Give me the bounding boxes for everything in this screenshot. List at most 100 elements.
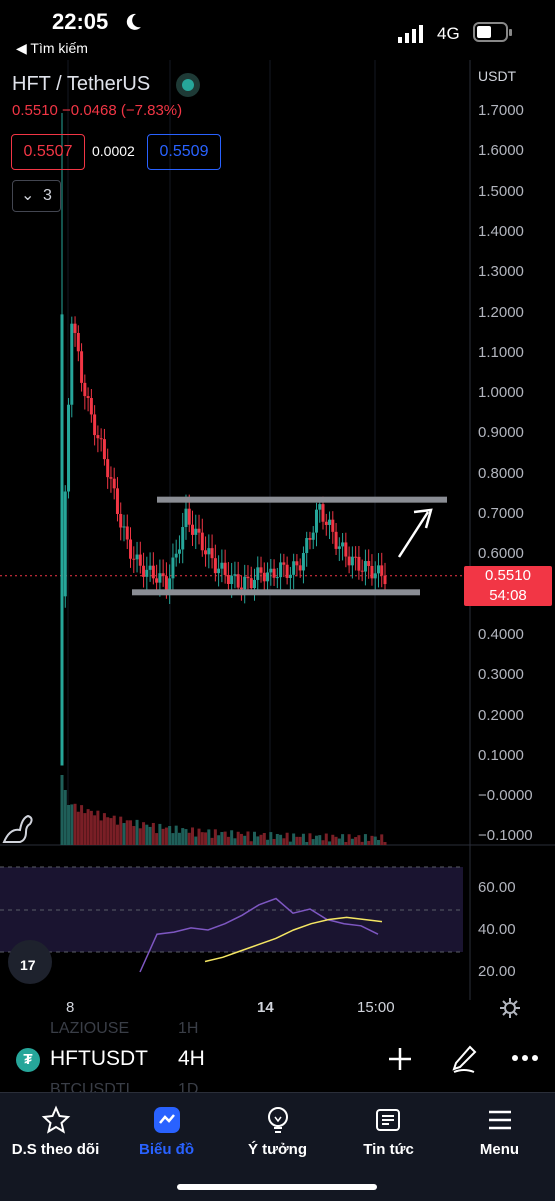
volume-bar: [272, 839, 276, 845]
candle-body: [83, 382, 87, 397]
volume-bar: [331, 834, 335, 845]
nav-watchlist[interactable]: D.S theo dõi: [0, 1093, 111, 1158]
candle-countdown: 54:08: [489, 587, 527, 604]
rsi-ma-line: [204, 916, 383, 963]
back-search-link[interactable]: ◀ Tìm kiếm: [16, 40, 88, 56]
indicator-toggle-button[interactable]: ⌄ 3: [12, 180, 61, 212]
candle-body: [308, 538, 312, 540]
volume-bar: [151, 822, 155, 845]
lightbulb-icon: [267, 1107, 288, 1133]
symbol-title[interactable]: HFT / TetherUS: [12, 73, 151, 95]
drawing-brush-icon[interactable]: [450, 1044, 478, 1074]
candle-body: [73, 323, 77, 333]
candle-body: [337, 546, 341, 549]
volume-bar: [207, 829, 211, 845]
volume-bar: [125, 820, 129, 845]
candle-body: [80, 351, 84, 383]
volume-bar: [135, 819, 139, 845]
volume-bar: [220, 832, 224, 845]
candle-body: [210, 548, 214, 559]
candle-body: [122, 526, 126, 528]
news-icon: [375, 1109, 400, 1131]
candle-body: [266, 572, 270, 582]
candle-body: [301, 553, 305, 571]
rsi-tick: 40.00: [478, 921, 516, 938]
buy-price-button[interactable]: 0.5509: [147, 134, 221, 170]
tradingview-logo-icon[interactable]: 17: [8, 940, 52, 984]
candle-body: [99, 438, 103, 440]
candle-body: [135, 554, 139, 560]
volume-bar: [288, 841, 292, 845]
sell-price-button[interactable]: 0.5507: [11, 134, 85, 170]
candle-body: [354, 556, 358, 558]
volume-bar: [213, 829, 217, 845]
nav-menu[interactable]: Menu: [444, 1093, 555, 1158]
volume-bar: [233, 838, 237, 845]
price-chart[interactable]: [0, 60, 555, 1020]
candle-body: [243, 576, 247, 590]
candle-body: [360, 570, 364, 572]
volume-bar: [230, 830, 234, 845]
nav-chart[interactable]: Biểu đồ: [111, 1093, 222, 1158]
volume-bar: [328, 841, 332, 845]
candle-body: [298, 565, 302, 571]
volume-bar: [324, 833, 328, 845]
currency-label[interactable]: USDT: [478, 68, 517, 84]
price-tick: 1.5000: [478, 182, 524, 200]
volume-bar: [347, 834, 351, 845]
settings-gear-icon[interactable]: [498, 996, 522, 1020]
candle-body: [262, 572, 266, 582]
volume-bar: [184, 829, 188, 845]
volume-bar: [350, 838, 354, 845]
candle-body: [246, 576, 250, 579]
candle-body: [213, 558, 217, 574]
volume-bar: [148, 826, 152, 845]
volume-bar: [383, 842, 387, 845]
candle-body: [380, 565, 384, 576]
price-tick: 0.9000: [478, 424, 524, 442]
candle-body: [148, 565, 152, 570]
volume-bar: [367, 840, 371, 845]
nav-label: Ý tưởng: [247, 1141, 308, 1158]
status-bar: 22:05 ◀ Tìm kiếm 4G: [0, 0, 555, 60]
volume-bar: [341, 834, 345, 845]
volume-bar: [279, 834, 283, 845]
nav-ideas[interactable]: Ý tưởng: [222, 1093, 333, 1158]
dinosaur-icon[interactable]: [0, 808, 36, 844]
volume-bar: [89, 810, 93, 845]
ghost-symbol: LAZIOUSE: [50, 1020, 130, 1037]
volume-bar: [285, 832, 289, 845]
price-tick: 0.8000: [478, 464, 524, 482]
candle-body: [70, 323, 74, 405]
time-tick: 8: [66, 999, 75, 1016]
nav-news[interactable]: Tin tức: [333, 1093, 444, 1158]
candle-body: [328, 519, 332, 525]
candle-body: [292, 561, 296, 575]
more-dots-icon[interactable]: [511, 1054, 539, 1062]
candle-body: [331, 519, 335, 532]
price-tick: 1.4000: [478, 222, 524, 240]
candle-body: [63, 491, 67, 597]
interval-selector[interactable]: 4H: [178, 1047, 205, 1070]
candle-body: [184, 508, 188, 528]
symbol-name[interactable]: HFTUSDT: [50, 1047, 148, 1070]
candle-body: [357, 556, 361, 571]
volume-bar: [109, 818, 113, 845]
nav-label: Menu: [479, 1141, 520, 1158]
candle-body: [370, 565, 374, 579]
tether-logo-icon: ₮: [16, 1048, 40, 1072]
candle-body: [288, 574, 292, 578]
candle-body: [197, 528, 201, 533]
candle-body: [275, 577, 279, 579]
candle-body: [272, 568, 276, 578]
candle-body: [102, 439, 106, 460]
moon-icon: [126, 13, 141, 30]
volume-bar: [295, 836, 299, 845]
candle-body: [109, 477, 113, 479]
volume-bar: [86, 809, 90, 845]
candle-body: [367, 561, 371, 566]
candle-body: [200, 532, 204, 551]
add-plus-icon[interactable]: [387, 1046, 413, 1072]
volume-bar: [158, 823, 162, 845]
price-tick: 1.0000: [478, 384, 524, 402]
